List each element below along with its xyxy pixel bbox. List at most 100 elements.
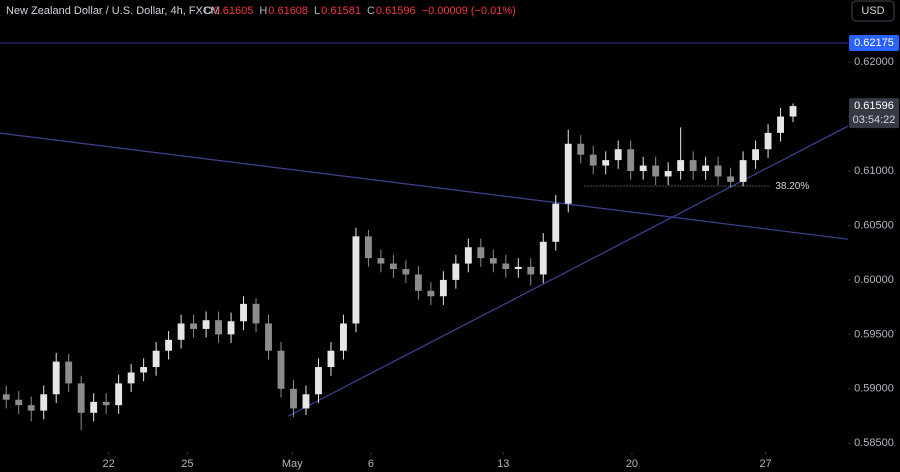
candle-body	[15, 399, 23, 406]
candle-body	[502, 263, 510, 270]
candle-body	[202, 320, 210, 329]
last-price-box	[849, 98, 899, 129]
candle-body	[514, 266, 522, 270]
currency[interactable]: USD	[861, 5, 884, 17]
candle-body	[315, 367, 322, 395]
candle-body	[714, 165, 722, 177]
candle-body	[527, 266, 535, 275]
y-tick-label: 0.60500	[854, 219, 894, 231]
y-tick-label: 0.58500	[854, 437, 894, 449]
trendline	[0, 132, 849, 240]
candle-body	[165, 339, 173, 351]
countdown: 03:54:22	[853, 114, 896, 126]
ohlc-key: O	[204, 5, 213, 17]
candle-body	[290, 388, 297, 409]
candle-body	[115, 383, 123, 406]
ohlc-value: 0.61608	[268, 5, 308, 17]
y-tick-label: 0.59000	[854, 383, 894, 395]
candle-body	[377, 258, 385, 264]
candle-body	[102, 401, 110, 406]
candle-body	[489, 258, 497, 264]
candle-body	[464, 247, 472, 264]
ohlc-key: H	[259, 5, 267, 17]
candle-body	[739, 160, 747, 182]
candle-body	[215, 320, 222, 335]
candle-body	[764, 132, 772, 150]
candle-body	[639, 165, 647, 171]
currency-button[interactable]	[851, 0, 895, 22]
candle-body	[789, 106, 797, 117]
x-tick-label: May	[282, 458, 303, 470]
candle-body	[302, 394, 310, 409]
change: −0.00009 (−0.01%)	[422, 5, 516, 17]
candle-body	[352, 236, 360, 324]
candle-body	[452, 263, 460, 280]
ohlc-readout: O 0.61605 H 0.61608 L 0.61581 C 0.61596 −0.00009…	[204, 5, 516, 17]
ohlc-value: 0.61581	[321, 5, 361, 17]
candle-body	[364, 236, 372, 259]
candle-body	[477, 247, 485, 259]
candle-body	[152, 350, 160, 368]
y-tick-label: 0.61000	[854, 165, 894, 177]
y-tick-label: 0.62000	[854, 56, 894, 68]
candle-body	[777, 116, 784, 133]
candle-body	[265, 323, 272, 351]
y-tick-label: 0.60000	[854, 274, 894, 286]
ohlc-key: L	[314, 5, 320, 17]
x-tick-label: 20	[626, 458, 638, 470]
candle-body	[40, 394, 48, 411]
candle-body	[652, 165, 660, 177]
candle-body	[27, 405, 35, 411]
candle-body	[702, 165, 710, 171]
ohlc-value: 0.61596	[376, 5, 416, 17]
ohlc-value: 0.61605	[214, 5, 254, 17]
level-label-box	[849, 35, 899, 52]
candle-body	[552, 203, 560, 242]
candle-body	[677, 160, 685, 171]
candle-body	[177, 323, 185, 340]
candle-body	[140, 367, 148, 373]
candle-body	[439, 279, 447, 297]
candle-body	[577, 143, 585, 155]
candle-body	[602, 160, 610, 166]
candle-body	[77, 383, 85, 413]
x-tick-label: 25	[181, 458, 193, 470]
candle-body	[627, 149, 635, 171]
trendline	[287, 125, 849, 417]
ohlc-key: C	[367, 5, 375, 17]
candle-body	[227, 321, 235, 335]
candle-body	[340, 323, 347, 351]
candle-body	[752, 149, 760, 161]
candle-body	[389, 263, 397, 270]
candle-body	[90, 401, 98, 413]
candle-body	[252, 303, 260, 324]
candle-body	[414, 274, 422, 291]
x-tick-label: 22	[103, 458, 115, 470]
candle-body	[727, 176, 735, 182]
candle-body	[564, 143, 572, 204]
candle-body	[614, 149, 622, 161]
candle-body	[427, 290, 435, 297]
symbol-title: New Zealand Dollar / U.S. Dollar, 4h, FX…	[6, 5, 220, 17]
y-tick-label: 0.59500	[854, 328, 894, 340]
last-price-label: 0.61596	[854, 100, 894, 112]
candle-body	[589, 154, 597, 166]
candle-body	[65, 361, 73, 384]
fib-label: 38.20%	[775, 181, 809, 192]
candle-body	[664, 170, 672, 177]
candle-body	[2, 394, 10, 400]
candle-body	[689, 160, 697, 171]
candle-body	[539, 241, 547, 275]
candle-body	[127, 372, 135, 384]
candle-body	[52, 361, 60, 395]
candle-body	[277, 350, 285, 389]
candle-body	[240, 303, 247, 322]
candle-body	[190, 323, 198, 329]
candle-body	[402, 269, 410, 275]
candle-body	[327, 350, 335, 368]
x-tick-label: 27	[759, 458, 771, 470]
x-tick-label: 13	[497, 458, 509, 470]
